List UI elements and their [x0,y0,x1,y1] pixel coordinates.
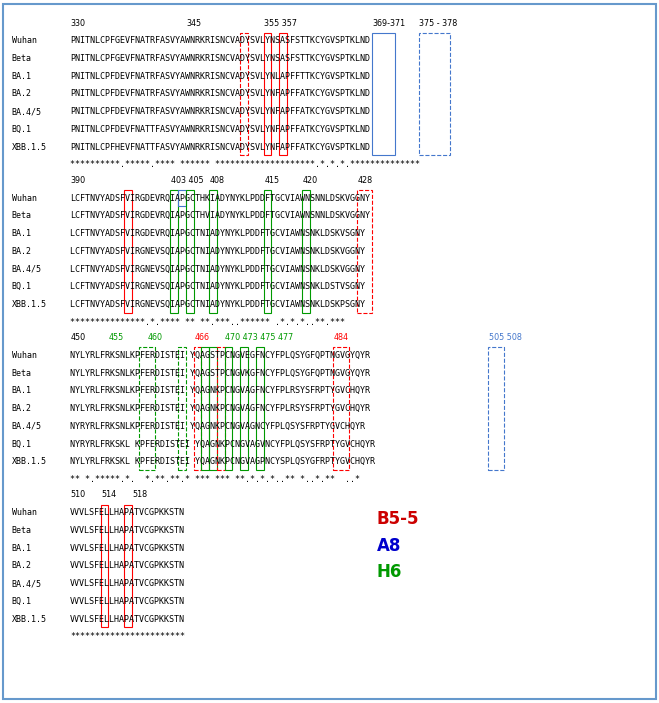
Text: VVVLSFELLHAPATVCGPKKSTN: VVVLSFELLHAPATVCGPKKSTN [71,508,185,517]
Text: Wuhan: Wuhan [12,193,37,202]
Text: VVVLSFELLHAPATVCGPKKSTN: VVVLSFELLHAPATVCGPKKSTN [71,579,185,588]
Text: 514: 514 [101,491,117,499]
Text: LCFTNVYADSFVIRGDEVRQIAPGCTHVIADYNYKLPDDFTGCVIAWNSNNLDSKVGGNY: LCFTNVYADSFVIRGDEVRQIAPGCTHVIADYNYKLPDDF… [71,212,370,220]
Text: 330: 330 [71,18,85,27]
Text: XBB.1.5: XBB.1.5 [12,300,47,309]
Text: XBB.1.5: XBB.1.5 [12,458,47,466]
Text: A8: A8 [376,536,401,555]
Text: VVVLSFELLHAPATVCGPKKSTN: VVVLSFELLHAPATVCGPKKSTN [71,614,185,624]
Text: BA.4/5: BA.4/5 [12,579,42,588]
Text: PNITNLCPFDEVFNATRFASVYAWNRKRISNCVADYSVLYNFAPFFATKCYGVSPTKLND: PNITNLCPFDEVFNATRFASVYAWNRKRISNCVADYSVLY… [71,89,370,98]
Text: BA.4/5: BA.4/5 [12,108,42,116]
Text: 484: 484 [334,333,349,342]
Text: 466: 466 [194,333,210,342]
Text: BA.1: BA.1 [12,543,32,553]
Text: BA.2: BA.2 [12,562,32,570]
Text: Wuhan: Wuhan [12,508,37,517]
Text: BA.4/5: BA.4/5 [12,264,42,273]
Text: 505 508: 505 508 [489,333,522,342]
Text: NYLYRLFRKSNLKPFERDISTEI YQAGSTPCNGVKGFNCYFPLQSYGFQPTNGVGYQYR: NYLYRLFRKSNLKPFERDISTEI YQAGSTPCNGVKGFNC… [71,368,370,378]
Text: NYRYRLFRKSNLKPFERDISTEI YQAGNKPCNGVAGNCYFPLQSYSFRPTYGVCHQYR: NYRYRLFRKSNLKPFERDISTEI YQAGNKPCNGVAGNCY… [71,422,375,431]
Text: BQ.1: BQ.1 [12,125,32,134]
Text: VVVLSFELLHAPATVCGPKKSTN: VVVLSFELLHAPATVCGPKKSTN [71,526,185,535]
Text: NYLYRLFRKSNLKPFERDISTEI YQAGNKPCNGVAGFNCYFPLRSYSFRPTYGVCHQYR: NYLYRLFRKSNLKPFERDISTEI YQAGNKPCNGVAGFNC… [71,404,375,413]
Text: LCFTNVYADSFVIRGNEVSQIAPGCTNIADYNYKLPDDFTGCVIAWNSNKLDSKVGGNY: LCFTNVYADSFVIRGNEVSQIAPGCTNIADYNYKLPDDFT… [71,247,370,256]
Text: ***********************: *********************** [71,632,185,641]
Text: 369-371: 369-371 [373,18,406,27]
Text: BQ.1: BQ.1 [12,439,32,449]
Text: BQ.1: BQ.1 [12,283,32,291]
Text: 518: 518 [132,491,148,499]
Text: B5-5: B5-5 [376,510,419,528]
Text: BA.4/5: BA.4/5 [12,422,42,431]
Text: 460: 460 [148,333,163,342]
Text: 420: 420 [303,176,318,185]
Text: BA.2: BA.2 [12,89,32,98]
Text: 510: 510 [71,491,85,499]
Text: BA.1: BA.1 [12,72,32,81]
Text: 408: 408 [210,176,225,185]
Text: PNITNLCPFGEVFNATRFASVYAWNRKRISNCVADYSVLYNSASFSTTKCYGVSPTKLND: PNITNLCPFGEVFNATRFASVYAWNRKRISNCVADYSVLY… [71,37,370,45]
Text: PNITNLCPFGEVFNATRFASVYAWNRKRISNCVADYSVLYNSASFSTTKCYGVSPTKLND: PNITNLCPFGEVFNATRFASVYAWNRKRISNCVADYSVLY… [71,54,370,63]
Text: LCFTNVYADSFVIRGNEVSQIAPGCTNIADYNYKLPDDFTGCVIAWNSNKLDSKVGGNY: LCFTNVYADSFVIRGNEVSQIAPGCTNIADYNYKLPDDFT… [71,264,370,273]
Text: Beta: Beta [12,526,32,535]
Text: LCFTNVYADSFVIRGDEVRQIAPGCTHKIADYNYKLPDDFTGCVIAWNSNNLDSKVGGNY: LCFTNVYADSFVIRGDEVRQIAPGCTHKIADYNYKLPDDF… [71,193,370,202]
Text: NYLYRLFRKSNLKPFERDISTEI YQAGSTPCNGVEGFNCYFPLQSYGFQPTNGVGYQYR: NYLYRLFRKSNLKPFERDISTEI YQAGSTPCNGVEGFNC… [71,351,370,360]
Text: 455: 455 [109,333,125,342]
Text: NYRYRLFRKSKL KPFERDISTEI YQAGNKPCNGVAGVNCYFPLQSYSFRPTYGVCHQYR: NYRYRLFRKSKL KPFERDISTEI YQAGNKPCNGVAGVN… [71,439,375,449]
Text: PNITNLCPFDEVFNATRFASVYAWNRKRISNCVADYSVLYNLAPFFTTKCYGVSPTKLND: PNITNLCPFDEVFNATRFASVYAWNRKRISNCVADYSVLY… [71,72,370,81]
Text: BA.1: BA.1 [12,387,32,395]
Text: Wuhan: Wuhan [12,37,37,45]
Text: BA.2: BA.2 [12,247,32,256]
Text: Wuhan: Wuhan [12,351,37,360]
Text: 470 473 475 477: 470 473 475 477 [225,333,294,342]
Text: 355 357: 355 357 [264,18,297,27]
Text: H6: H6 [376,563,402,581]
Text: XBB.1.5: XBB.1.5 [12,143,47,152]
Text: BQ.1: BQ.1 [12,597,32,606]
Text: PNITNLCPFDEVFNATTFASVYAWNRKRISNCVADYSVLYNFAPFFATKCYGVSPTKLND: PNITNLCPFDEVFNATTFASVYAWNRKRISNCVADYSVLY… [71,125,370,134]
Text: VVVLSFELLHAPATVCGPKKSTN: VVVLSFELLHAPATVCGPKKSTN [71,543,185,553]
Text: Beta: Beta [12,368,32,378]
Text: VVVLSFELLHAPATVCGPKKSTN: VVVLSFELLHAPATVCGPKKSTN [71,597,185,606]
Text: 345: 345 [186,18,202,27]
Text: LCFTNVYADSFVIRGNEVSQIAPGCTNIADYNYKLPDDFTGCVIAWNSNKLDSKPSGNY: LCFTNVYADSFVIRGNEVSQIAPGCTNIADYNYKLPDDFT… [71,300,370,309]
Text: 403 405: 403 405 [171,176,204,185]
Text: 450: 450 [71,333,85,342]
Text: NYLYRLFRKSNLKPFERDISTEI YQAGNKPCNGVAGFNCYFPLRSYSFRPTYGVCHQYR: NYLYRLFRKSNLKPFERDISTEI YQAGNKPCNGVAGFNC… [71,387,375,395]
Text: ** *.*****.*.  *.**.**.* *** *** **.*.*.*..** *..*.**  ..*: ** *.*****.*. *.**.**.* *** *** **.*.*.*… [71,475,360,484]
Text: BA.1: BA.1 [12,229,32,238]
Text: PNITNLCPFHEVFNATTFASVYAWNRKRISNCVADYSVLYNFAPFFATKCYGVSPTKLND: PNITNLCPFHEVFNATTFASVYAWNRKRISNCVADYSVLY… [71,143,370,152]
Text: LCFTNVYADSFVIRGDEVRQIAPGCTNIADYNYKLPDDFTGCVIAWNSNKLDSKVSGNY: LCFTNVYADSFVIRGDEVRQIAPGCTNIADYNYKLPDDFT… [71,229,370,238]
Text: Beta: Beta [12,212,32,220]
Text: BA.2: BA.2 [12,404,32,413]
Text: Beta: Beta [12,54,32,63]
Text: XBB.1.5: XBB.1.5 [12,614,47,624]
Text: 390: 390 [71,176,85,185]
Text: **********.*****.**** ****** ********************.*.*.*.**************: **********.*****.**** ****** ***********… [71,160,420,169]
Text: LCFTNVYADSFVIRGNEVSQIAPGCTNIADYNYKLPDDFTGCVIAWNSNKLDSTVSGNY: LCFTNVYADSFVIRGNEVSQIAPGCTNIADYNYKLPDDFT… [71,283,370,291]
Text: VVVLSFELLHAPATVCGPKKSTN: VVVLSFELLHAPATVCGPKKSTN [71,562,185,570]
Text: ***************.*.**** ** **.***..****** .*.*.*..**.***: ***************.*.**** ** **.***..******… [71,318,345,327]
Text: NYLYRLFRKSKL KPFERDISTEI YQAGNKPCNGVAGPNCYSPLQSYGFRPTYGVCHQYR: NYLYRLFRKSKL KPFERDISTEI YQAGNKPCNGVAGPN… [71,458,375,466]
Text: PNITNLCPFDEVFNATRFASVYAWNRKRISNCVADYSVLYNFAPFFATKCYGVSPTKLND: PNITNLCPFDEVFNATRFASVYAWNRKRISNCVADYSVLY… [71,108,370,116]
Text: 428: 428 [357,176,372,185]
Text: 375 - 378: 375 - 378 [419,18,457,27]
Text: 415: 415 [264,176,279,185]
